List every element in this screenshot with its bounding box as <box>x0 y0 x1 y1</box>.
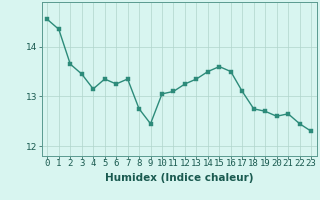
X-axis label: Humidex (Indice chaleur): Humidex (Indice chaleur) <box>105 173 253 183</box>
